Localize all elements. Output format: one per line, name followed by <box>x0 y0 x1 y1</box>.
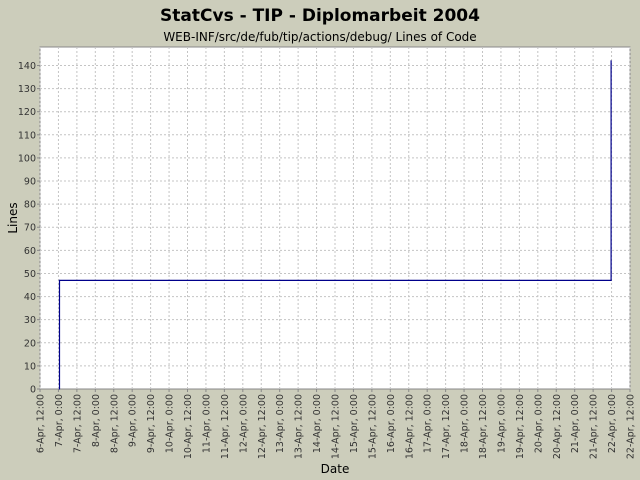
y-tick-label: 80 <box>24 200 36 211</box>
y-tick-label: 20 <box>24 338 36 349</box>
x-tick-label: 10-Apr, 12:00 <box>183 394 194 459</box>
y-tick-label: 60 <box>24 246 36 257</box>
chart-subtitle: WEB-INF/src/de/fub/tip/actions/debug/ Li… <box>163 30 477 44</box>
y-tick-label: 70 <box>24 223 36 234</box>
x-tick-label: 8-Apr, 0:00 <box>91 394 102 447</box>
x-tick-label: 15-Apr, 0:00 <box>349 394 360 453</box>
y-tick-label: 120 <box>18 107 36 118</box>
x-tick-label: 9-Apr, 12:00 <box>146 394 157 453</box>
data-point <box>58 388 61 390</box>
x-tick-label: 16-Apr, 0:00 <box>386 394 397 453</box>
plot-area <box>39 46 631 390</box>
y-tick-label: 50 <box>24 269 36 280</box>
x-tick-label: 16-Apr, 12:00 <box>404 394 415 459</box>
grid-lines <box>39 47 631 389</box>
x-tick-label: 13-Apr, 0:00 <box>275 394 286 453</box>
x-tick-label: 13-Apr, 12:00 <box>294 394 305 459</box>
x-tick-label: 19-Apr, 12:00 <box>515 394 526 459</box>
y-axis-title: Lines <box>6 202 20 233</box>
x-tick-label: 17-Apr, 12:00 <box>441 394 452 459</box>
x-axis-title: Date <box>321 462 350 476</box>
x-tick-label: 12-Apr, 0:00 <box>238 394 249 453</box>
y-axis-ticks: 0 10 20 30 40 50 60 70 80 90 100 110 120 130 140 <box>18 61 40 396</box>
x-tick-label: 11-Apr, 12:00 <box>220 394 231 459</box>
x-tick-label: 6-Apr, 12:00 <box>36 394 47 453</box>
x-tick-label: 22-Apr, 12:00 <box>626 394 637 459</box>
x-tick-label: 18-Apr, 12:00 <box>478 394 489 459</box>
x-tick-label: 8-Apr, 12:00 <box>109 394 120 453</box>
x-tick-label: 20-Apr, 0:00 <box>533 394 544 453</box>
x-tick-label: 7-Apr, 0:00 <box>54 394 65 447</box>
data-point <box>58 279 61 281</box>
x-tick-label: 19-Apr, 0:00 <box>496 394 507 453</box>
x-tick-label: 11-Apr, 0:00 <box>201 394 212 453</box>
y-tick-label: 130 <box>18 84 36 95</box>
x-tick-label: 10-Apr, 0:00 <box>165 394 176 453</box>
y-tick-label: 140 <box>18 61 36 72</box>
y-tick-label: 100 <box>18 153 36 164</box>
x-tick-label: 21-Apr, 12:00 <box>589 394 600 459</box>
y-tick-label: 0 <box>30 385 36 396</box>
data-point <box>610 279 612 281</box>
series-layer <box>58 60 612 390</box>
x-tick-label: 20-Apr, 12:00 <box>552 394 563 459</box>
x-tick-label: 14-Apr, 0:00 <box>312 394 323 453</box>
x-tick-label: 22-Apr, 0:00 <box>607 394 618 453</box>
x-tick-label: 17-Apr, 0:00 <box>423 394 434 453</box>
series-line <box>58 60 612 389</box>
y-tick-label: 10 <box>24 361 36 372</box>
y-tick-label: 90 <box>24 177 36 188</box>
x-axis-ticks: 6-Apr, 12:00 7-Apr, 0:00 7-Apr, 12:00 8-Apr… <box>36 389 637 459</box>
x-tick-label: 21-Apr, 0:00 <box>570 394 581 453</box>
x-tick-label: 18-Apr, 0:00 <box>460 394 471 453</box>
x-tick-label: 14-Apr, 12:00 <box>331 394 342 459</box>
x-tick-label: 9-Apr, 0:00 <box>128 394 139 447</box>
y-tick-label: 30 <box>24 315 36 326</box>
y-tick-label: 40 <box>24 292 36 303</box>
x-tick-label: 12-Apr, 12:00 <box>257 394 268 459</box>
x-tick-label: 7-Apr, 12:00 <box>72 394 83 453</box>
y-tick-label: 110 <box>18 130 36 141</box>
data-point <box>610 60 612 62</box>
x-tick-label: 15-Apr, 12:00 <box>367 394 378 459</box>
chart-title: StatCvs - TIP - Diplomarbeit 2004 <box>160 6 480 26</box>
